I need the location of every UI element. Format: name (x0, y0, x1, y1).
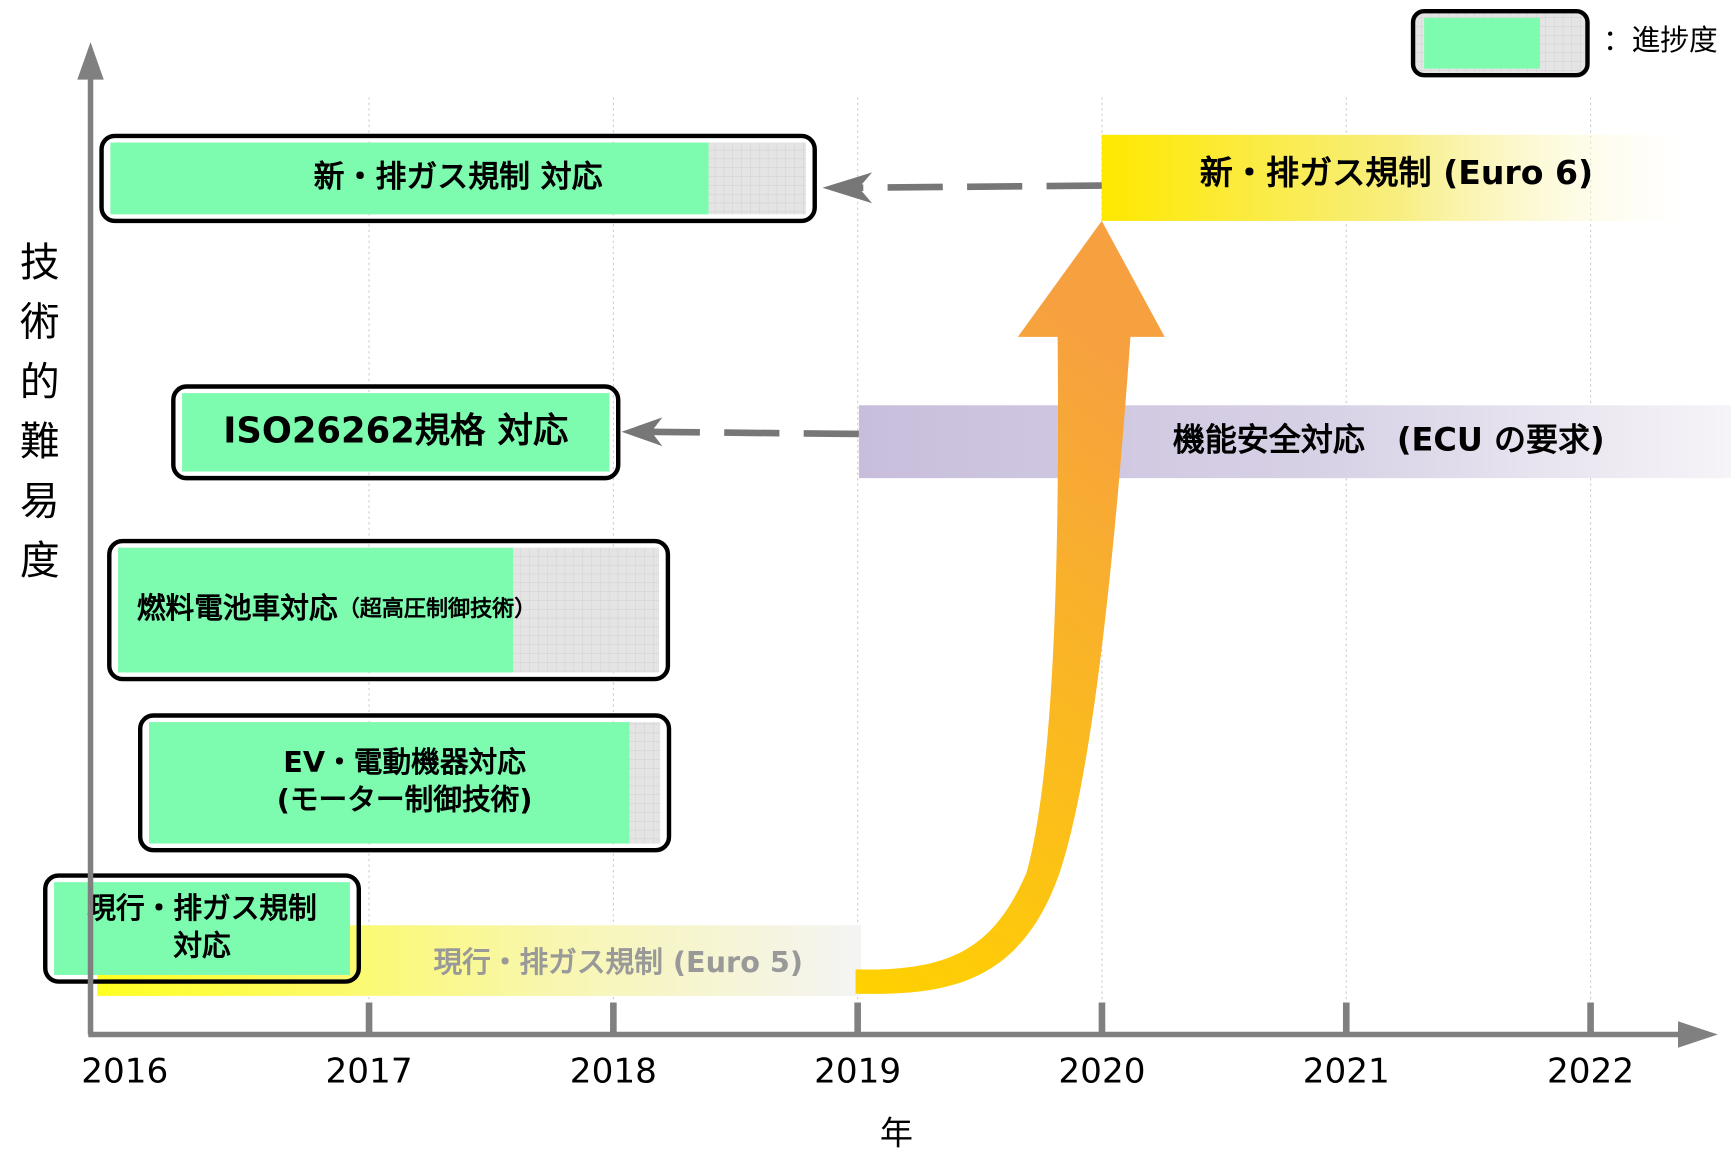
progress-bar (182, 393, 610, 472)
task-box (99, 133, 817, 224)
task-label: ISO26262規格 対応 (223, 410, 568, 451)
task-label: EV・電動機器対応 (283, 745, 526, 779)
arrow-head (1678, 1021, 1718, 1048)
task-label: 新・排ガス規制 対応 (314, 159, 603, 195)
y-axis-label: 技術的難易度 (20, 240, 60, 584)
arrow-head (77, 42, 104, 80)
band (858, 405, 1731, 479)
progress-bar (110, 142, 709, 215)
task-label: 燃料電池車対応（超高圧制御技術） (137, 591, 536, 625)
progress-bar (149, 722, 630, 844)
task-label: (モーター制御技術) (277, 783, 533, 817)
band-label: 機能安全対応 (ECU の要求) (1173, 421, 1605, 459)
x-tick-label: 2022 (1547, 1052, 1634, 1092)
task-box (107, 538, 671, 682)
x-tick-label: 2018 (570, 1052, 657, 1092)
x-tick-label: 2016 (81, 1052, 168, 1092)
task-box (137, 713, 672, 853)
x-tick-label: 2021 (1303, 1052, 1390, 1092)
dashed-arrows (642, 182, 1102, 438)
progress-bar (118, 547, 514, 673)
task-label-part: （超高圧制御技術） (338, 596, 537, 622)
task-label: 現行・排ガス規制 (87, 891, 317, 925)
growth-arrow (855, 220, 1165, 994)
x-tick-label: 2017 (326, 1052, 413, 1092)
progress-bar (54, 882, 350, 975)
x-tick-label: 2020 (1058, 1052, 1145, 1092)
x-axis-label: 年 (880, 1113, 913, 1152)
task-box (171, 384, 621, 481)
band-label: 新・排ガス規制 (Euro 6) (1200, 153, 1593, 192)
task-box (43, 873, 361, 984)
band (1101, 134, 1693, 221)
x-tick-label: 2019 (814, 1052, 901, 1092)
task-label: 対応 (173, 928, 231, 962)
task-label-part: 燃料電池車対応 (137, 591, 338, 625)
band-label: 現行・排ガス規制 (Euro 5) (433, 945, 803, 979)
legend-label: ：進捗度 (1603, 23, 1718, 57)
legend-swatch (1424, 17, 1541, 69)
